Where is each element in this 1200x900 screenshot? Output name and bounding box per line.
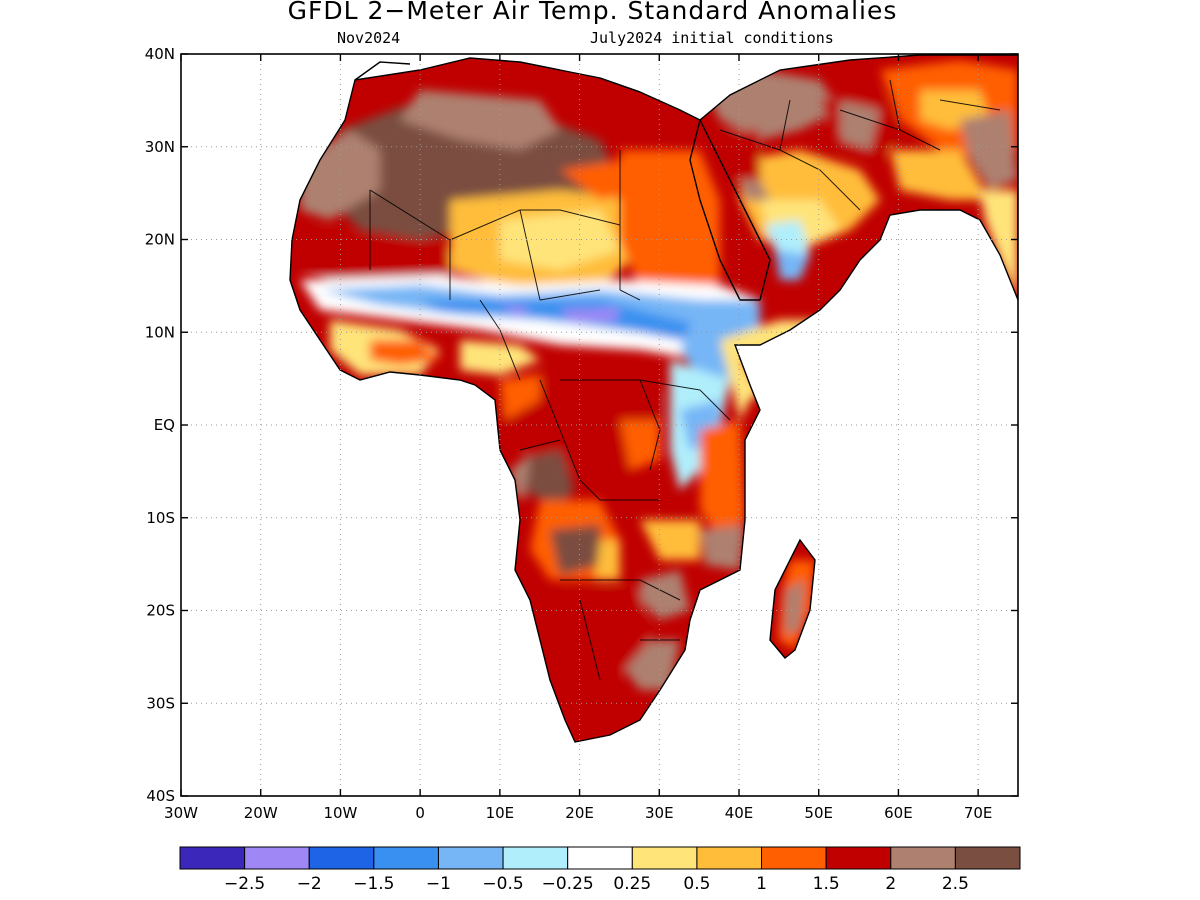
colorbar-swatch bbox=[567, 846, 633, 870]
colorbar-label: 1.5 bbox=[813, 874, 840, 894]
lat-tick-label: 10S bbox=[146, 509, 175, 527]
colorbar-swatch bbox=[437, 846, 504, 870]
lat-tick-label: 20S bbox=[146, 602, 175, 620]
colorbar-swatch bbox=[502, 846, 569, 870]
lat-tick-label: 30N bbox=[145, 138, 175, 156]
lon-tick-label: 30E bbox=[645, 804, 674, 822]
colorbar-label: 0.5 bbox=[683, 874, 710, 894]
colorbar-swatch bbox=[373, 846, 439, 870]
colorbar-swatch bbox=[179, 846, 246, 870]
colorbar-swatch bbox=[954, 846, 1021, 870]
lon-tick-label: 40E bbox=[725, 804, 754, 822]
lat-tick-label: 30S bbox=[146, 694, 175, 712]
lon-axis: 30W 20W 10W 0 10E 20E 30E 40E 50E 60E 70E bbox=[164, 54, 992, 822]
colorbar-label: 1 bbox=[756, 874, 767, 894]
country-borders bbox=[369, 79, 1001, 681]
lon-tick-label: 0 bbox=[415, 804, 425, 822]
lon-tick-label: 70E bbox=[964, 804, 993, 822]
lon-tick-label: 20E bbox=[565, 804, 594, 822]
lat-tick-label: EQ bbox=[154, 416, 175, 434]
colorbar-label: 0.25 bbox=[613, 874, 651, 894]
lon-tick-label: 50E bbox=[804, 804, 833, 822]
lat-tick-label: 40N bbox=[145, 45, 175, 63]
colorbar-label: 2.5 bbox=[942, 874, 969, 894]
colorbar-label: 2 bbox=[885, 874, 896, 894]
colorbar-label: −0.5 bbox=[482, 874, 523, 894]
lon-tick-label: 60E bbox=[884, 804, 913, 822]
colorbar bbox=[179, 846, 1021, 870]
lon-tick-label: 20W bbox=[244, 804, 278, 822]
map-title: GFDL 2−Meter Air Temp. Standard Anomalie… bbox=[287, 0, 898, 25]
coastlines bbox=[289, 54, 1018, 743]
colorbar-swatch bbox=[631, 846, 698, 870]
colorbar-swatch bbox=[244, 846, 310, 870]
lat-tick-label: 20N bbox=[145, 231, 175, 249]
lat-tick-label: 10N bbox=[145, 323, 175, 341]
colorbar-swatch bbox=[825, 846, 892, 870]
lat-tick-label: 40S bbox=[146, 787, 175, 805]
valid-month-label: Nov2024 bbox=[337, 29, 401, 47]
colorbar-swatch bbox=[890, 846, 956, 870]
colorbar-labels: −2.5 −2 −1.5 −1 −0.5 −0.25 0.25 0.5 1 1.5 2 2.5 bbox=[224, 874, 969, 894]
colorbar-label: −2.5 bbox=[224, 874, 265, 894]
lat-axis: 40N 30N 20N 10N EQ 10S 20S 30S 40S bbox=[145, 45, 1018, 805]
grid-lines bbox=[181, 54, 1018, 796]
lon-tick-label: 10W bbox=[323, 804, 357, 822]
lon-tick-label: 30W bbox=[164, 804, 198, 822]
colorbar-label: −0.25 bbox=[542, 874, 594, 894]
init-conditions-label: July2024 initial conditions bbox=[590, 29, 834, 47]
colorbar-swatch bbox=[696, 846, 763, 870]
colorbar-swatch bbox=[308, 846, 375, 870]
colorbar-label: −1 bbox=[426, 874, 451, 894]
lon-tick-label: 10E bbox=[486, 804, 515, 822]
colorbar-label: −2 bbox=[297, 874, 322, 894]
colorbar-swatch bbox=[761, 846, 827, 870]
colorbar-label: −1.5 bbox=[353, 874, 394, 894]
